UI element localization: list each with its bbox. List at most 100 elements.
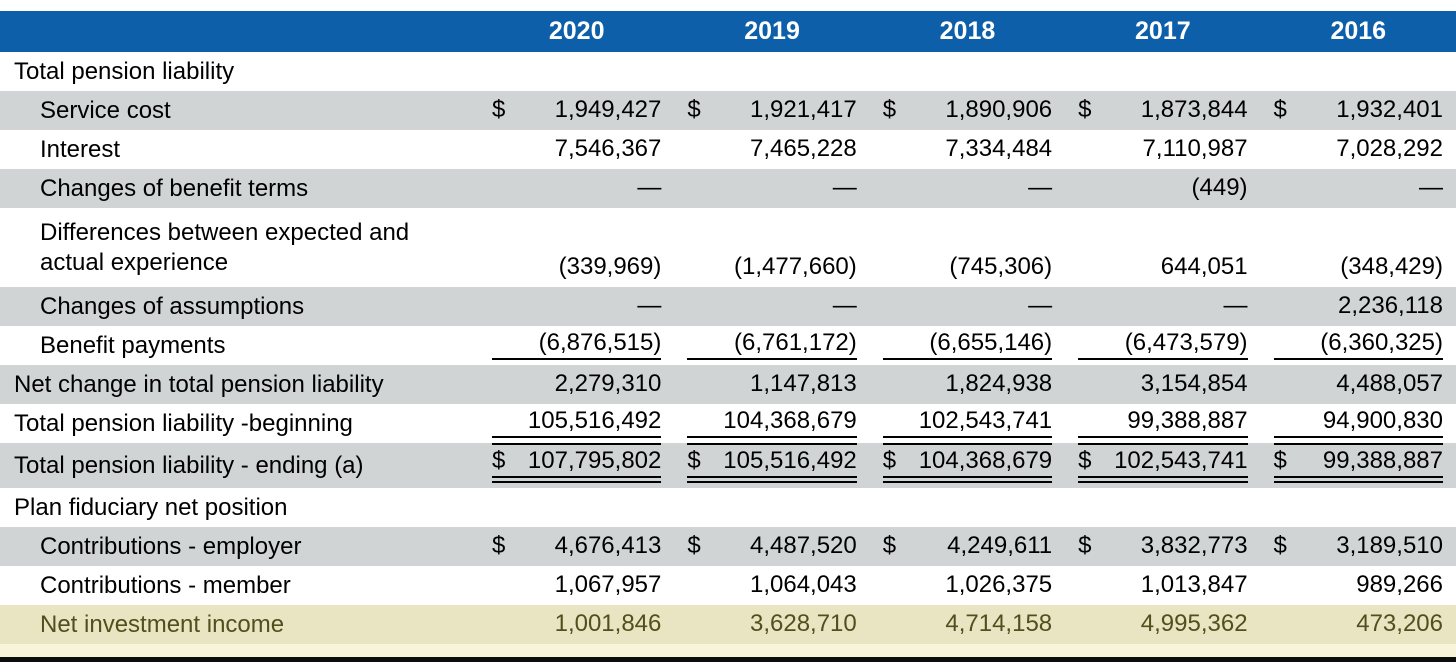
value-text: 105,516,492 bbox=[723, 447, 857, 474]
value-cell: $1,890,906 bbox=[870, 91, 1065, 130]
pension-liability-table: 2020 2019 2018 2017 2016 Total pension l… bbox=[0, 11, 1456, 644]
table-row: Differences between expected and actual … bbox=[0, 208, 1456, 287]
value-cell: (1,477,660) bbox=[674, 208, 869, 287]
value-text: — bbox=[637, 174, 662, 201]
value-cell: 644,051 bbox=[1065, 208, 1260, 287]
value-text: 3,628,710 bbox=[749, 610, 857, 637]
value-text: 4,249,611 bbox=[947, 532, 1053, 559]
value-cell: $4,676,413 bbox=[479, 527, 674, 566]
year-header: 2017 bbox=[1065, 11, 1261, 52]
value-cell: 2,236,118 bbox=[1261, 287, 1456, 326]
value-text: 3,832,773 bbox=[1140, 532, 1248, 559]
value-text: 107,795,802 bbox=[527, 447, 662, 474]
table-row: Contributions - employer $4,676,413 $4,487… bbox=[0, 527, 1456, 566]
value-text: 7,028,292 bbox=[1336, 135, 1443, 162]
value-text: — bbox=[1419, 174, 1443, 201]
dollar-sign: $ bbox=[491, 96, 506, 123]
value-text: 1,890,906 bbox=[945, 96, 1053, 123]
value-text: — bbox=[1223, 292, 1248, 319]
row-label: Total pension liability -beginning bbox=[14, 409, 353, 437]
section-label: Total pension liability bbox=[14, 57, 235, 85]
value-cell: 4,488,057 bbox=[1261, 365, 1456, 404]
value-text: 473,206 bbox=[1356, 610, 1443, 637]
value-cell: $102,543,741 bbox=[1065, 443, 1260, 488]
value-cell: 1,824,938 bbox=[870, 365, 1065, 404]
value-cell: 1,001,846 bbox=[479, 605, 674, 644]
value-cell: (348,429) bbox=[1261, 208, 1456, 287]
value-text: 7,465,228 bbox=[749, 135, 857, 162]
dollar-sign: $ bbox=[882, 532, 897, 559]
value-text: 3,154,854 bbox=[1140, 370, 1248, 397]
value-text: 989,266 bbox=[1356, 571, 1443, 598]
row-label: Differences between expected and actual … bbox=[40, 218, 410, 276]
value-cell: 7,465,228 bbox=[674, 130, 869, 169]
year-header: 2020 bbox=[478, 11, 675, 52]
value-text: 104,368,679 bbox=[723, 407, 857, 434]
dollar-sign: $ bbox=[491, 447, 506, 474]
value-cell: $1,949,427 bbox=[479, 91, 674, 130]
row-label: Contributions - employer bbox=[40, 532, 302, 560]
dollar-sign: $ bbox=[882, 96, 897, 123]
table-body: Total pension liability Service cost $1,94… bbox=[0, 52, 1456, 644]
table-row: Contributions - member 1,067,957 1,064,043… bbox=[0, 566, 1456, 605]
row-label: Contributions - member bbox=[40, 571, 291, 599]
dollar-sign: $ bbox=[1078, 96, 1092, 123]
value-text: — bbox=[832, 174, 857, 201]
row-label: Net investment income bbox=[40, 610, 285, 638]
table-row: Total pension liability -beginning 105,51… bbox=[0, 404, 1456, 443]
value-cell: (745,306) bbox=[870, 208, 1065, 287]
table-row: Service cost $1,949,427 $1,921,417 $1,890,9… bbox=[0, 91, 1456, 130]
value-cell: 3,628,710 bbox=[674, 605, 869, 644]
year-header: 2019 bbox=[674, 11, 870, 52]
dollar-sign: $ bbox=[882, 447, 897, 474]
table-row: Changes of assumptions — — — — 2,236,118 bbox=[0, 287, 1456, 326]
value-cell: 1,147,813 bbox=[674, 365, 869, 404]
value-text: 4,488,057 bbox=[1336, 370, 1443, 397]
value-text: (6,655,146) bbox=[929, 329, 1053, 356]
value-text: 2,236,118 bbox=[1338, 292, 1443, 319]
value-cell: 989,266 bbox=[1261, 566, 1456, 605]
value-cell: $104,368,679 bbox=[870, 443, 1065, 488]
value-cell: (6,761,172) bbox=[674, 326, 869, 365]
table-row: Net investment income 1,001,846 3,628,710 4… bbox=[0, 605, 1456, 644]
value-text: 1,026,375 bbox=[945, 571, 1053, 598]
value-text: 1,067,957 bbox=[554, 571, 662, 598]
value-cell: (449) bbox=[1065, 169, 1260, 208]
table-row: Benefit payments (6,876,515) (6,761,172) (6… bbox=[0, 326, 1456, 365]
value-cell: $105,516,492 bbox=[674, 443, 869, 488]
value-cell: 99,388,887 bbox=[1065, 404, 1260, 443]
value-cell: $1,873,844 bbox=[1065, 91, 1260, 130]
header-spacer-cell bbox=[0, 11, 479, 52]
value-text: — bbox=[637, 292, 662, 319]
value-cell: (6,360,325) bbox=[1261, 326, 1456, 365]
table-row: Interest 7,546,367 7,465,228 7,334,484 7,110… bbox=[0, 130, 1456, 169]
value-cell: 7,334,484 bbox=[870, 130, 1065, 169]
dollar-sign: $ bbox=[1273, 532, 1287, 559]
value-text: (6,473,579) bbox=[1124, 329, 1248, 356]
value-cell: 3,154,854 bbox=[1065, 365, 1260, 404]
value-text: (1,477,660) bbox=[734, 253, 857, 280]
table-bottom-rule bbox=[0, 657, 1456, 662]
section-header-row: Total pension liability bbox=[0, 52, 1456, 91]
row-label: Interest bbox=[40, 135, 121, 163]
value-cell: $3,189,510 bbox=[1261, 527, 1456, 566]
dollar-sign: $ bbox=[687, 96, 701, 123]
value-cell: 1,064,043 bbox=[674, 566, 869, 605]
value-text: — bbox=[832, 292, 857, 319]
value-text: (745,306) bbox=[949, 253, 1053, 280]
highlight-overflow-strip bbox=[0, 644, 1456, 657]
value-text: 1,147,813 bbox=[749, 370, 857, 397]
dollar-sign: $ bbox=[687, 532, 701, 559]
value-cell: $4,487,520 bbox=[674, 527, 869, 566]
value-cell: 104,368,679 bbox=[674, 404, 869, 443]
year-header: 2016 bbox=[1260, 11, 1456, 52]
value-cell: $1,932,401 bbox=[1261, 91, 1456, 130]
value-cell: (339,969) bbox=[479, 208, 674, 287]
value-cell: 1,067,957 bbox=[479, 566, 674, 605]
value-text: (339,969) bbox=[558, 253, 662, 280]
value-text: 1,013,847 bbox=[1140, 571, 1248, 598]
value-text: (6,876,515) bbox=[538, 329, 662, 356]
value-cell: $4,249,611 bbox=[870, 527, 1065, 566]
value-text: 644,051 bbox=[1160, 253, 1248, 280]
value-text: 1,824,938 bbox=[945, 370, 1053, 397]
